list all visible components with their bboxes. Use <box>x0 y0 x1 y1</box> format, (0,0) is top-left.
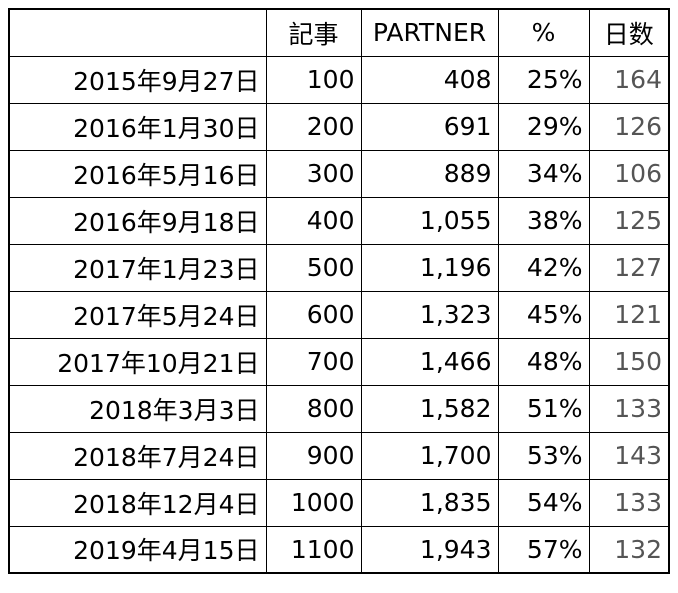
value-cell: 1,700 <box>360 431 499 480</box>
table-header: 記事 PARTNER % 日数 <box>8 8 670 57</box>
value-cell: 48% <box>497 337 590 386</box>
value-cell: 1,943 <box>360 525 499 574</box>
value-cell: 1,835 <box>360 478 499 527</box>
value-cell: 1,196 <box>360 243 499 292</box>
corner-cell <box>8 8 267 57</box>
value-cell: 1100 <box>265 525 362 574</box>
value-cell: 900 <box>265 431 362 480</box>
value-cell: 132 <box>588 525 670 574</box>
table-body: 2015年9月27日 100 408 25% 164 2016年1月30日 200 691 29… <box>8 55 670 574</box>
value-cell: 150 <box>588 337 670 386</box>
value-cell: 34% <box>497 149 590 198</box>
header-cell: % <box>497 8 590 57</box>
value-cell: 300 <box>265 149 362 198</box>
value-cell: 600 <box>265 290 362 339</box>
table-row: 2016年9月18日 400 1,055 38% 125 <box>8 196 670 245</box>
value-cell: 42% <box>497 243 590 292</box>
value-cell: 889 <box>360 149 499 198</box>
table-row: 2017年10月21日 700 1,466 48% 150 <box>8 337 670 386</box>
value-cell: 54% <box>497 478 590 527</box>
date-cell: 2016年1月30日 <box>8 102 267 151</box>
table-row: 2018年7月24日 900 1,700 53% 143 <box>8 431 670 480</box>
value-cell: 800 <box>265 384 362 433</box>
value-cell: 45% <box>497 290 590 339</box>
value-cell: 106 <box>588 149 670 198</box>
value-cell: 51% <box>497 384 590 433</box>
value-cell: 53% <box>497 431 590 480</box>
value-cell: 121 <box>588 290 670 339</box>
date-cell: 2016年9月18日 <box>8 196 267 245</box>
date-cell: 2017年10月21日 <box>8 337 267 386</box>
value-cell: 408 <box>360 55 499 104</box>
date-cell: 2015年9月27日 <box>8 55 267 104</box>
value-cell: 1000 <box>265 478 362 527</box>
value-cell: 143 <box>588 431 670 480</box>
date-cell: 2017年5月24日 <box>8 290 267 339</box>
value-cell: 38% <box>497 196 590 245</box>
value-cell: 57% <box>497 525 590 574</box>
header-row: 記事 PARTNER % 日数 <box>8 8 670 57</box>
value-cell: 1,582 <box>360 384 499 433</box>
header-cell: 日数 <box>588 8 670 57</box>
date-cell: 2018年12月4日 <box>8 478 267 527</box>
date-cell: 2018年7月24日 <box>8 431 267 480</box>
header-cell: 記事 <box>265 8 362 57</box>
date-cell: 2019年4月15日 <box>8 525 267 574</box>
table-row: 2018年12月4日 1000 1,835 54% 133 <box>8 478 670 527</box>
value-cell: 127 <box>588 243 670 292</box>
table-row: 2015年9月27日 100 408 25% 164 <box>8 55 670 104</box>
date-cell: 2017年1月23日 <box>8 243 267 292</box>
table-row: 2019年4月15日 1100 1,943 57% 132 <box>8 525 670 574</box>
value-cell: 700 <box>265 337 362 386</box>
date-cell: 2016年5月16日 <box>8 149 267 198</box>
header-cell: PARTNER <box>360 8 499 57</box>
value-cell: 133 <box>588 478 670 527</box>
table-row: 2016年5月16日 300 889 34% 106 <box>8 149 670 198</box>
table-row: 2017年1月23日 500 1,196 42% 127 <box>8 243 670 292</box>
value-cell: 1,323 <box>360 290 499 339</box>
value-cell: 500 <box>265 243 362 292</box>
date-cell: 2018年3月3日 <box>8 384 267 433</box>
value-cell: 164 <box>588 55 670 104</box>
value-cell: 100 <box>265 55 362 104</box>
value-cell: 29% <box>497 102 590 151</box>
table-row: 2017年5月24日 600 1,323 45% 121 <box>8 290 670 339</box>
value-cell: 126 <box>588 102 670 151</box>
value-cell: 400 <box>265 196 362 245</box>
table-row: 2018年3月3日 800 1,582 51% 133 <box>8 384 670 433</box>
table-row: 2016年1月30日 200 691 29% 126 <box>8 102 670 151</box>
value-cell: 200 <box>265 102 362 151</box>
value-cell: 1,055 <box>360 196 499 245</box>
value-cell: 691 <box>360 102 499 151</box>
data-table: 記事 PARTNER % 日数 2015年9月27日 100 408 25% 164 20… <box>8 8 670 574</box>
value-cell: 125 <box>588 196 670 245</box>
value-cell: 25% <box>497 55 590 104</box>
value-cell: 133 <box>588 384 670 433</box>
value-cell: 1,466 <box>360 337 499 386</box>
